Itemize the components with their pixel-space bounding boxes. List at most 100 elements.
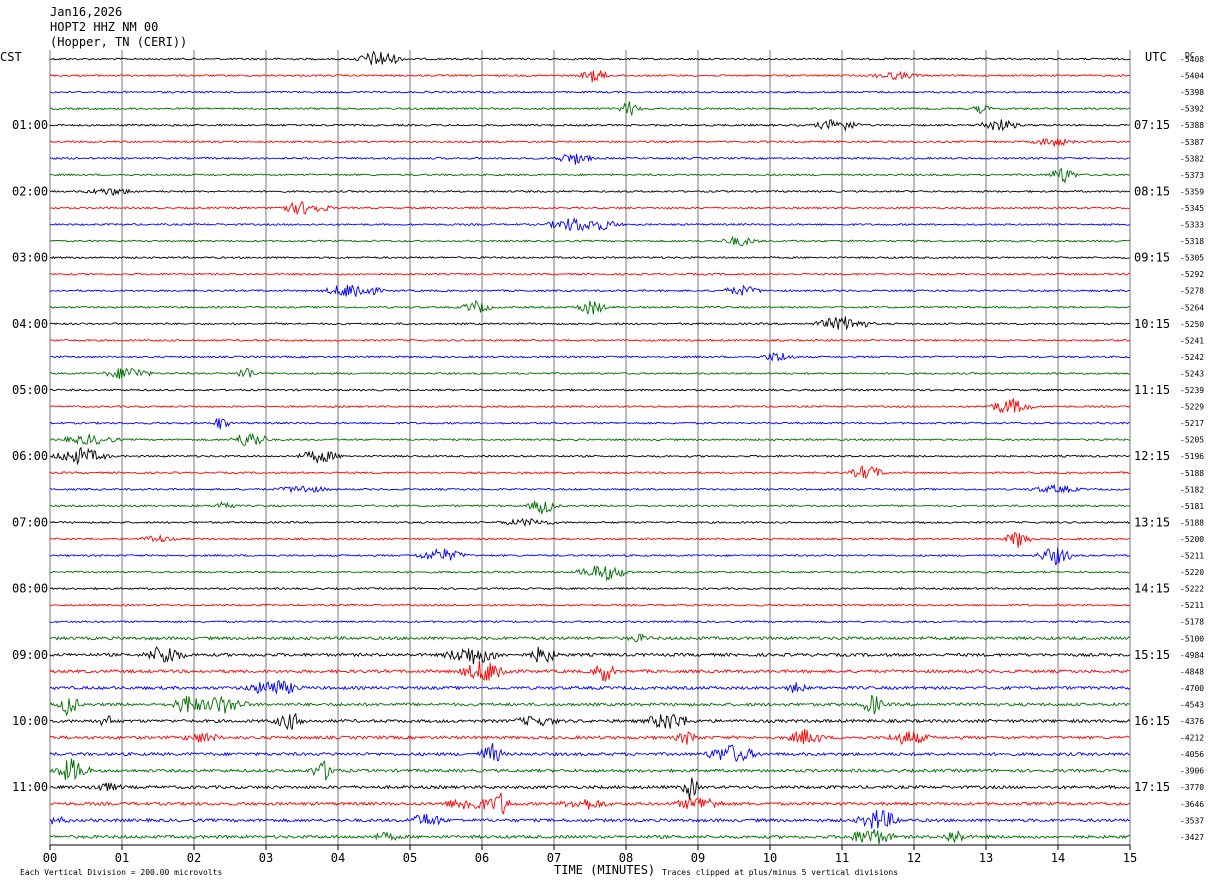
trace-row-25 bbox=[49, 465, 1131, 480]
trace-row-35 bbox=[50, 633, 1131, 643]
footer-scale-note: Each Vertical Division = 200.00 microvol… bbox=[20, 868, 222, 877]
dc-offset-value: -5211 bbox=[1180, 601, 1204, 610]
dc-offset-value: -5200 bbox=[1180, 535, 1204, 544]
x-tick-labels: 00 01 02 03 04 05 06 07 08 09 10 11 12 13 14 15 bbox=[43, 845, 1137, 865]
x-tick-label: 08 bbox=[619, 851, 633, 865]
right-hour-label: 09:15 bbox=[1134, 251, 1170, 265]
trace-row-10 bbox=[49, 217, 1130, 232]
trace-row-26 bbox=[49, 483, 1130, 494]
trace-row-31 bbox=[49, 565, 1130, 582]
left-hour-label: 06:00 bbox=[12, 449, 48, 463]
dc-offset-value: -5318 bbox=[1180, 237, 1204, 246]
left-hour-label: 05:00 bbox=[12, 383, 48, 397]
right-hour-label: 13:15 bbox=[1134, 515, 1170, 529]
x-axis-title: TIME (MINUTES) bbox=[554, 863, 655, 877]
left-hour-label: 03:00 bbox=[12, 251, 48, 265]
left-timezone-label: CST bbox=[0, 50, 22, 64]
trace-row-21 bbox=[49, 397, 1131, 414]
x-tick-label: 05 bbox=[403, 851, 417, 865]
dc-offset-value: -5333 bbox=[1180, 221, 1204, 230]
dc-offset-value: -4543 bbox=[1180, 700, 1204, 709]
x-tick-label: 07 bbox=[547, 851, 561, 865]
x-tick-label: 03 bbox=[259, 851, 273, 865]
x-tick-label: 06 bbox=[475, 851, 489, 865]
dc-offset-labels: -5408 -5404 -5398 -5392 -5388 -5387 -5382 -5373… bbox=[1180, 55, 1204, 842]
vertical-gridlines bbox=[49, 50, 1131, 845]
trace-row-1 bbox=[49, 70, 1130, 83]
trace-row-40 bbox=[49, 712, 1131, 731]
header-date: Jan16,2026 bbox=[50, 5, 122, 19]
trace-row-44 bbox=[49, 777, 1130, 800]
dc-offset-value: -5188 bbox=[1180, 469, 1204, 478]
dc-offset-value: -5408 bbox=[1180, 55, 1204, 64]
dc-offset-value: -4984 bbox=[1180, 651, 1204, 660]
footer-clip-note: Traces clipped at plus/minus 5 vertical … bbox=[662, 868, 898, 877]
dc-offset-value: -5305 bbox=[1180, 254, 1204, 263]
trace-row-39 bbox=[49, 695, 1130, 717]
trace-row-28 bbox=[49, 518, 1131, 527]
trace-row-34 bbox=[49, 620, 1131, 624]
right-hour-label: 11:15 bbox=[1134, 383, 1170, 397]
x-tick-label: 00 bbox=[43, 851, 57, 865]
trace-row-12 bbox=[49, 255, 1130, 260]
trace-row-33 bbox=[49, 603, 1131, 607]
dc-offset-value: -5242 bbox=[1180, 353, 1204, 362]
right-hour-label: 08:15 bbox=[1134, 184, 1170, 198]
dc-offset-value: -5387 bbox=[1180, 138, 1204, 147]
trace-row-7 bbox=[49, 167, 1130, 184]
right-hour-label: 17:15 bbox=[1134, 780, 1170, 794]
x-tick-label: 12 bbox=[907, 851, 921, 865]
trace-row-15 bbox=[49, 299, 1131, 315]
left-hour-label: 02:00 bbox=[12, 184, 48, 198]
trace-row-27 bbox=[49, 500, 1130, 515]
dc-offset-value: -5392 bbox=[1180, 105, 1204, 114]
dc-offset-value: -5188 bbox=[1180, 518, 1204, 527]
trace-row-45 bbox=[49, 792, 1131, 815]
trace-row-46 bbox=[49, 810, 1130, 829]
trace-row-19 bbox=[49, 367, 1130, 379]
x-tick-label: 15 bbox=[1123, 851, 1137, 865]
dc-offset-value: -5398 bbox=[1180, 88, 1204, 97]
dc-offset-value: -4700 bbox=[1180, 684, 1204, 693]
dc-offset-value: -5222 bbox=[1180, 585, 1204, 594]
left-hour-label: 04:00 bbox=[12, 317, 48, 331]
dc-offset-value: -5239 bbox=[1180, 386, 1204, 395]
trace-row-29 bbox=[49, 532, 1130, 548]
left-hour-label: 10:00 bbox=[12, 714, 48, 728]
left-hour-label: 11:00 bbox=[12, 780, 48, 794]
trace-row-4 bbox=[49, 119, 1130, 132]
dc-offset-value: -5404 bbox=[1180, 72, 1204, 81]
right-hour-label: 14:15 bbox=[1134, 582, 1170, 596]
trace-row-13 bbox=[49, 272, 1130, 276]
dc-offset-value: -4056 bbox=[1180, 750, 1204, 759]
trace-row-14 bbox=[49, 284, 1130, 297]
right-hour-labels: 07:15 08:15 09:15 10:15 11:15 12:15 13:15 14:15… bbox=[1134, 118, 1170, 794]
x-tick-label: 04 bbox=[331, 851, 345, 865]
trace-row-20 bbox=[49, 388, 1131, 392]
dc-offset-value: -5220 bbox=[1180, 568, 1204, 577]
right-hour-label: 12:15 bbox=[1134, 449, 1170, 463]
right-timezone-label: UTC bbox=[1145, 50, 1167, 64]
dc-offset-value: -3427 bbox=[1180, 833, 1204, 842]
trace-row-5 bbox=[49, 137, 1131, 147]
trace-row-24 bbox=[49, 446, 1131, 466]
x-tick-label: 11 bbox=[835, 851, 849, 865]
dc-offset-value: -5217 bbox=[1180, 419, 1204, 428]
dc-offset-value: -5292 bbox=[1180, 270, 1204, 279]
left-hour-label: 01:00 bbox=[12, 118, 48, 132]
x-tick-label: 14 bbox=[1051, 851, 1065, 865]
trace-row-6 bbox=[49, 153, 1130, 165]
dc-offset-value: -5243 bbox=[1180, 369, 1204, 378]
dc-offset-value: -4376 bbox=[1180, 717, 1204, 726]
right-hour-label: 15:15 bbox=[1134, 648, 1170, 662]
dc-offset-value: -5211 bbox=[1180, 552, 1204, 561]
right-hour-label: 07:15 bbox=[1134, 118, 1170, 132]
trace-row-3 bbox=[49, 101, 1130, 117]
dc-offset-value: -3646 bbox=[1180, 800, 1204, 809]
dc-offset-value: -5388 bbox=[1180, 121, 1204, 130]
trace-row-2 bbox=[49, 90, 1130, 94]
trace-row-38 bbox=[49, 680, 1131, 695]
x-tick-label: 09 bbox=[691, 851, 705, 865]
trace-row-37 bbox=[49, 660, 1130, 682]
